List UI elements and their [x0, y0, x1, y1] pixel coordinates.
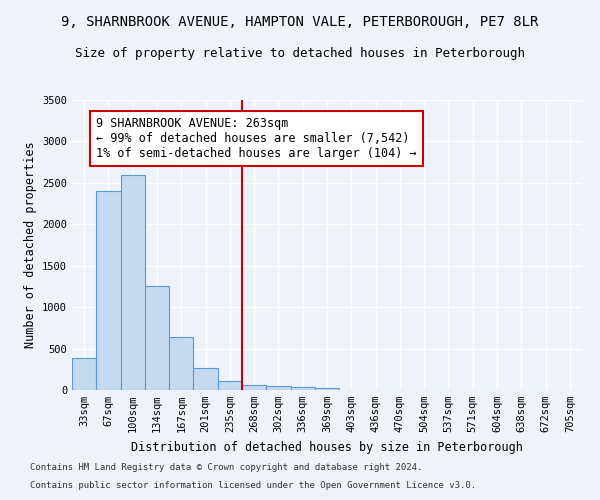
Text: 9, SHARNBROOK AVENUE, HAMPTON VALE, PETERBOROUGH, PE7 8LR: 9, SHARNBROOK AVENUE, HAMPTON VALE, PETE… [61, 15, 539, 29]
Bar [242, 384, 266, 390]
Bar [218, 381, 242, 390]
Bar [266, 386, 290, 390]
Bar [145, 286, 169, 390]
Text: Contains public sector information licensed under the Open Government Licence v3: Contains public sector information licen… [30, 481, 476, 490]
Bar [315, 388, 339, 390]
Bar [193, 368, 218, 390]
Text: Size of property relative to detached houses in Peterborough: Size of property relative to detached ho… [75, 48, 525, 60]
Bar [290, 386, 315, 390]
Bar [72, 358, 96, 390]
Bar [121, 174, 145, 390]
Text: Contains HM Land Registry data © Crown copyright and database right 2024.: Contains HM Land Registry data © Crown c… [30, 464, 422, 472]
Y-axis label: Number of detached properties: Number of detached properties [23, 142, 37, 348]
Bar [96, 191, 121, 390]
X-axis label: Distribution of detached houses by size in Peterborough: Distribution of detached houses by size … [131, 440, 523, 454]
Text: 9 SHARNBROOK AVENUE: 263sqm
← 99% of detached houses are smaller (7,542)
1% of s: 9 SHARNBROOK AVENUE: 263sqm ← 99% of det… [96, 118, 417, 160]
Bar [169, 337, 193, 390]
